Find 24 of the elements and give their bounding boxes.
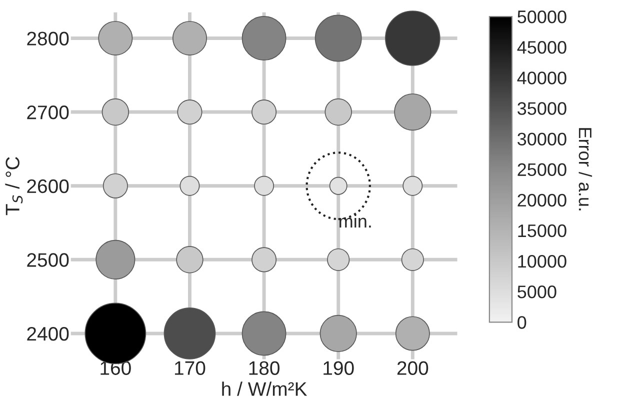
color-bar-label: 10000 [518, 254, 566, 268]
annotation: min. [340, 214, 371, 228]
color-bar-label: 25000 [518, 163, 566, 176]
color-bar-label: 50000 [518, 10, 566, 24]
color-bar-label: 30000 [518, 132, 566, 146]
color-bar-label: 35000 [518, 102, 566, 115]
color-bar-label: 0 [518, 316, 526, 329]
color-bar-label: 15000 [518, 224, 566, 238]
color-bar-label: 40000 [517, 72, 566, 84]
x-tick-label: 190 [324, 361, 354, 375]
x-tick-label: 200 [397, 361, 428, 375]
color-bar-label: 45000 [517, 41, 566, 54]
y-tick-label: 2600 [27, 179, 69, 194]
y-axis-title: T$_{S}$ / °C [5, 156, 23, 216]
y-tick-label: 2800 [27, 32, 69, 46]
x-axis-title: h / W/m²K [222, 382, 308, 396]
y-tick-label: 2700 [27, 106, 69, 120]
y-tick-label: 2500 [27, 253, 69, 267]
color-bar-title: Error / a.u. [578, 128, 592, 210]
y-tick-label: 2400 [27, 326, 69, 341]
x-tick-label: 170 [174, 361, 206, 375]
color-bar-label: 20000 [518, 194, 566, 207]
x-tick-label: 180 [249, 361, 280, 375]
color-bar-label: 5000 [518, 286, 556, 298]
